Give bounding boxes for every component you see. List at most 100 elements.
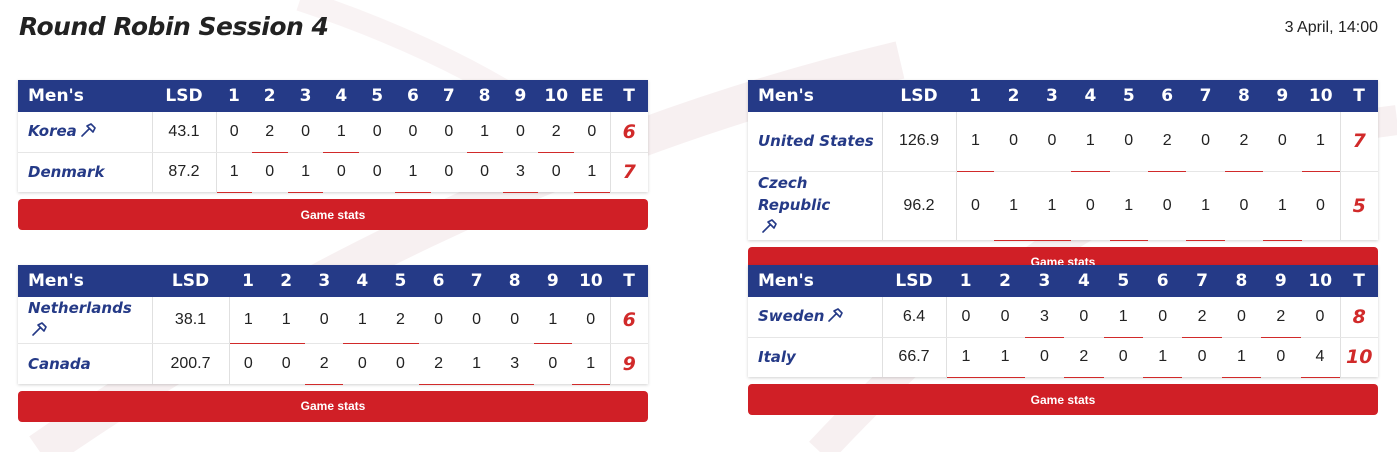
end-score: 1 — [323, 112, 360, 153]
scoreboard-table: Men's LSD 1 2 3 4 5 6 7 8 9 10 T Netherl… — [18, 265, 648, 384]
team-name-cell[interactable]: Canada — [18, 343, 153, 384]
team-name[interactable]: Korea — [28, 121, 77, 140]
end-score: 1 — [946, 337, 986, 378]
team-name-cell[interactable]: Italy — [748, 337, 883, 377]
end-header: 6 — [1147, 80, 1187, 112]
end-score: 0 — [1263, 112, 1302, 172]
end-header: 3 — [305, 265, 344, 297]
end-score: 0 — [1276, 348, 1286, 366]
end-score: 1 — [466, 112, 503, 153]
end-score: 1 — [1109, 171, 1149, 240]
end-header: 5 — [1103, 265, 1143, 297]
team-name-cell[interactable]: United States — [748, 112, 883, 172]
end-header: 1 — [946, 265, 986, 297]
end-score: 0 — [1109, 112, 1148, 172]
category-header: Men's — [748, 265, 882, 297]
team-name-cell[interactable]: Netherlands — [18, 297, 153, 344]
end-header: 8 — [466, 80, 503, 112]
end-header: 6 — [1142, 265, 1183, 297]
end-header: 4 — [323, 80, 360, 112]
end-score: 0 — [216, 112, 252, 153]
end-score: 1 — [267, 297, 306, 344]
end-header: 4 — [343, 265, 382, 297]
team-row: Czech Republic 96.2 0 1 1 0 1 0 1 0 1 0 … — [748, 171, 1378, 240]
end-score: 1 — [1103, 297, 1144, 338]
total-score: 7 — [1339, 112, 1378, 172]
hammer-icon — [761, 218, 778, 240]
end-header: 4 — [1071, 80, 1110, 112]
end-header: 6 — [419, 265, 458, 297]
scoreboard-header: Men's LSD 1 2 3 4 5 6 7 8 9 10 T — [748, 80, 1378, 112]
team-name[interactable]: Italy — [758, 348, 796, 367]
end-score: 0 — [281, 354, 291, 372]
end-score: 2 — [538, 112, 575, 153]
total-score: 6 — [609, 297, 648, 344]
team-row: Denmark 87.2 1 0 1 0 0 1 0 0 3 0 1 7 — [18, 152, 648, 193]
lsd-value: 6.4 — [882, 297, 947, 338]
hammer-icon — [827, 307, 844, 329]
game-stats-button[interactable]: Game stats — [18, 390, 648, 422]
end-score: 0 — [480, 163, 490, 181]
end-score: 0 — [1064, 297, 1104, 338]
end-header: 2 — [994, 80, 1033, 112]
end-header: 5 — [359, 80, 396, 112]
game-stats-button[interactable]: Game stats — [748, 384, 1378, 415]
hammer-slot — [758, 218, 778, 236]
category-header: Men's — [18, 265, 152, 297]
end-header: 7 — [430, 80, 467, 112]
end-score: 3 — [1024, 297, 1065, 338]
end-header: 1 — [229, 265, 268, 297]
end-header: 5 — [1109, 80, 1148, 112]
end-score: 0 — [574, 112, 610, 153]
hammer-icon — [80, 122, 97, 144]
end-score: 1 — [571, 344, 610, 384]
end-score: 2 — [1147, 112, 1187, 172]
team-name[interactable]: United States — [758, 132, 874, 151]
team-row: Korea 43.1 0 2 0 1 0 0 0 1 0 2 0 6 — [18, 112, 648, 153]
team-name[interactable]: Sweden — [758, 306, 825, 325]
end-header: 9 — [533, 265, 572, 297]
hammer-icon — [31, 321, 48, 343]
lsd-header: LSD — [882, 265, 946, 297]
total-score: 7 — [609, 152, 648, 192]
team-name-cell[interactable]: Korea — [18, 112, 153, 153]
end-score: 0 — [336, 163, 346, 181]
end-header: 9 — [1261, 265, 1301, 297]
end-score: 0 — [548, 354, 558, 372]
total-header: T — [1340, 265, 1378, 297]
end-score: 4 — [1300, 337, 1340, 378]
end-score: 0 — [1142, 297, 1183, 338]
end-score: 1 — [395, 152, 431, 193]
end-score: 2 — [251, 112, 288, 153]
end-header: 7 — [1186, 80, 1225, 112]
team-name-cell[interactable]: Sweden — [748, 297, 883, 338]
end-header: 10 — [538, 80, 575, 112]
end-score: 1 — [1221, 337, 1262, 378]
team-name-cell[interactable]: Czech Republic — [748, 171, 883, 240]
game-stats-button[interactable]: Game stats — [18, 199, 648, 230]
end-score: 2 — [1064, 337, 1104, 378]
team-name[interactable]: Netherlands — [28, 299, 132, 317]
lsd-value: 38.1 — [152, 297, 230, 344]
end-score: 0 — [305, 297, 344, 344]
end-header: 4 — [1064, 265, 1104, 297]
team-name[interactable]: Czech Republic — [758, 173, 831, 214]
end-header: 3 — [1024, 265, 1065, 297]
team-name-cell[interactable]: Denmark — [18, 152, 153, 192]
lsd-value: 126.9 — [882, 112, 957, 172]
end-score: 1 — [1142, 337, 1183, 378]
end-score: 2 — [381, 297, 420, 344]
end-header: 8 — [1224, 80, 1264, 112]
end-score: 0 — [495, 297, 534, 344]
end-score: 0 — [265, 163, 275, 181]
end-score: 0 — [1040, 348, 1049, 366]
scoreboard-table: Men's LSD 1 2 3 4 5 6 7 8 9 10 EE T Kore… — [18, 80, 648, 193]
team-name[interactable]: Denmark — [28, 163, 105, 182]
hammer-slot — [28, 321, 48, 339]
end-score: 0 — [970, 196, 980, 214]
end-score: 1 — [1301, 112, 1340, 172]
game-card: Men's LSD 1 2 3 4 5 6 7 8 9 10 T Sweden … — [748, 265, 1378, 415]
team-name[interactable]: Canada — [28, 354, 91, 373]
total-header: T — [610, 80, 648, 112]
end-header: 7 — [457, 265, 496, 297]
